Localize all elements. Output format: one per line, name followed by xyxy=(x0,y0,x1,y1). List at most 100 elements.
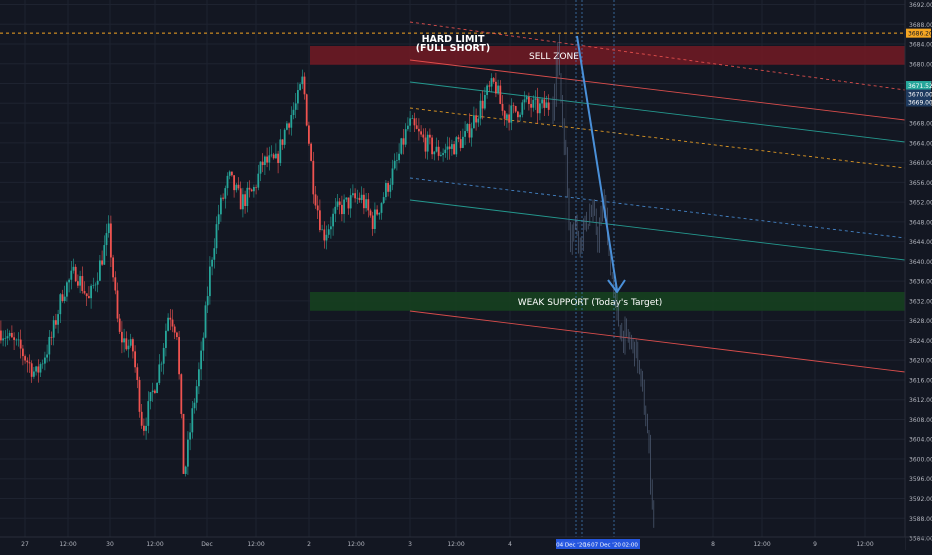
candle-body xyxy=(61,294,64,302)
candle-body xyxy=(189,432,191,440)
candle-body xyxy=(103,245,106,265)
x-tick-label: 4 xyxy=(508,541,512,548)
candle-body xyxy=(143,425,145,431)
price-badge-text: 3671.52 xyxy=(908,83,932,90)
candle-body xyxy=(343,199,345,215)
candle-body xyxy=(244,194,246,206)
candle-body xyxy=(79,276,81,286)
zones: SELL ZONE WEAK SUPPORT (Today's Target) xyxy=(310,45,905,311)
candle-body xyxy=(171,319,174,327)
upper-red-line xyxy=(409,59,906,121)
y-tick-label: 3644.00 xyxy=(909,239,932,246)
candle-body xyxy=(281,139,284,145)
y-tick-label: 3636.00 xyxy=(909,279,932,286)
candle-body xyxy=(325,234,328,241)
price-badge-text: 3670.00 xyxy=(908,92,932,99)
candle-body xyxy=(387,183,389,192)
candle-body xyxy=(220,197,222,215)
candle-body xyxy=(66,282,68,297)
candle-body xyxy=(4,338,7,339)
sell-zone-rect xyxy=(310,45,905,65)
y-tick-label: 3584.00 xyxy=(909,536,932,543)
mid-dashed-blue xyxy=(409,177,906,239)
candle-body xyxy=(158,364,161,383)
annotations: HARD LIMIT(FULL SHORT) xyxy=(416,34,626,294)
candle-body xyxy=(83,291,86,294)
candle-body xyxy=(50,336,53,338)
candle-body xyxy=(8,332,11,337)
candle-body xyxy=(299,84,301,91)
candle-body xyxy=(44,357,46,364)
candle-body xyxy=(266,156,268,163)
candle-body xyxy=(213,248,216,260)
candle-body xyxy=(114,277,117,291)
candle-body xyxy=(233,175,235,191)
candle-body xyxy=(481,100,484,109)
y-tick-label: 3592.00 xyxy=(909,496,932,503)
candle-body xyxy=(77,281,79,286)
candle-body xyxy=(132,339,134,352)
price-axis[interactable]: 3584.00 3588.00 3592.00 3596.00 3600.00 3604.… xyxy=(904,0,932,550)
candle-body xyxy=(107,223,110,234)
y-tick-label: 3616.00 xyxy=(909,377,932,384)
candle-body xyxy=(59,294,62,315)
candle-body xyxy=(525,96,528,100)
candle-body xyxy=(479,100,482,119)
candle-body xyxy=(147,401,150,426)
candle-body xyxy=(215,224,218,249)
candle-body xyxy=(352,193,354,196)
candle-body xyxy=(261,161,264,166)
candle-body xyxy=(182,413,185,474)
time-axis-bg xyxy=(0,537,905,550)
candle-body xyxy=(226,175,229,189)
candle-body xyxy=(501,103,504,111)
candle-body xyxy=(437,146,440,156)
candle-body xyxy=(180,374,183,414)
candle-body xyxy=(35,366,37,372)
x-tick-label: 12:00 xyxy=(59,541,76,548)
candle-body xyxy=(490,78,493,87)
candle-body xyxy=(451,144,453,149)
candle-body xyxy=(424,137,427,152)
candle-body xyxy=(283,129,286,145)
candle-body xyxy=(151,390,154,393)
candle-body xyxy=(404,129,407,145)
time-axis[interactable]: 27 12:00 30 12:00 Dec 12:00 2 12:00 3 12:00 4 12:00… xyxy=(0,536,932,550)
candle-body xyxy=(426,134,429,152)
candle-body xyxy=(202,337,205,351)
weak-support-label: WEAK SUPPORT (Today's Target) xyxy=(518,298,663,308)
candle-body xyxy=(33,371,35,377)
candle-body xyxy=(121,331,123,343)
candle-body xyxy=(495,81,497,94)
candle-body xyxy=(2,338,4,341)
candle-body xyxy=(349,195,352,209)
candle-body xyxy=(191,408,194,433)
candle-body xyxy=(301,76,304,85)
candle-body xyxy=(290,114,293,128)
candle-body xyxy=(90,285,92,299)
candle-body xyxy=(492,78,495,82)
candle-body xyxy=(112,257,114,278)
x-tick-label: Dec xyxy=(201,541,213,548)
y-tick-label: 3680.00 xyxy=(909,61,932,68)
y-tick-label: 3628.00 xyxy=(909,318,932,325)
candle-body xyxy=(385,183,387,198)
sell-zone-zone: SELL ZONE xyxy=(310,45,905,65)
x-tick-label: 12:00 xyxy=(146,541,163,548)
candle-body xyxy=(310,143,312,161)
candle-body xyxy=(127,345,130,350)
candle-body xyxy=(248,187,251,190)
hard-limit-label: HARD LIMIT xyxy=(422,34,485,45)
candle-body xyxy=(477,118,480,123)
candle-body xyxy=(305,94,308,126)
candle-body xyxy=(96,280,99,285)
candle-body xyxy=(237,184,240,189)
x-highlight-label: 02:00 xyxy=(622,543,638,549)
x-tick-label: 12:00 xyxy=(447,541,464,548)
candle-body xyxy=(314,194,317,206)
candle-body xyxy=(521,102,524,115)
candle-body xyxy=(512,105,515,107)
lower-green-line xyxy=(409,199,906,261)
candle-body xyxy=(470,128,473,138)
